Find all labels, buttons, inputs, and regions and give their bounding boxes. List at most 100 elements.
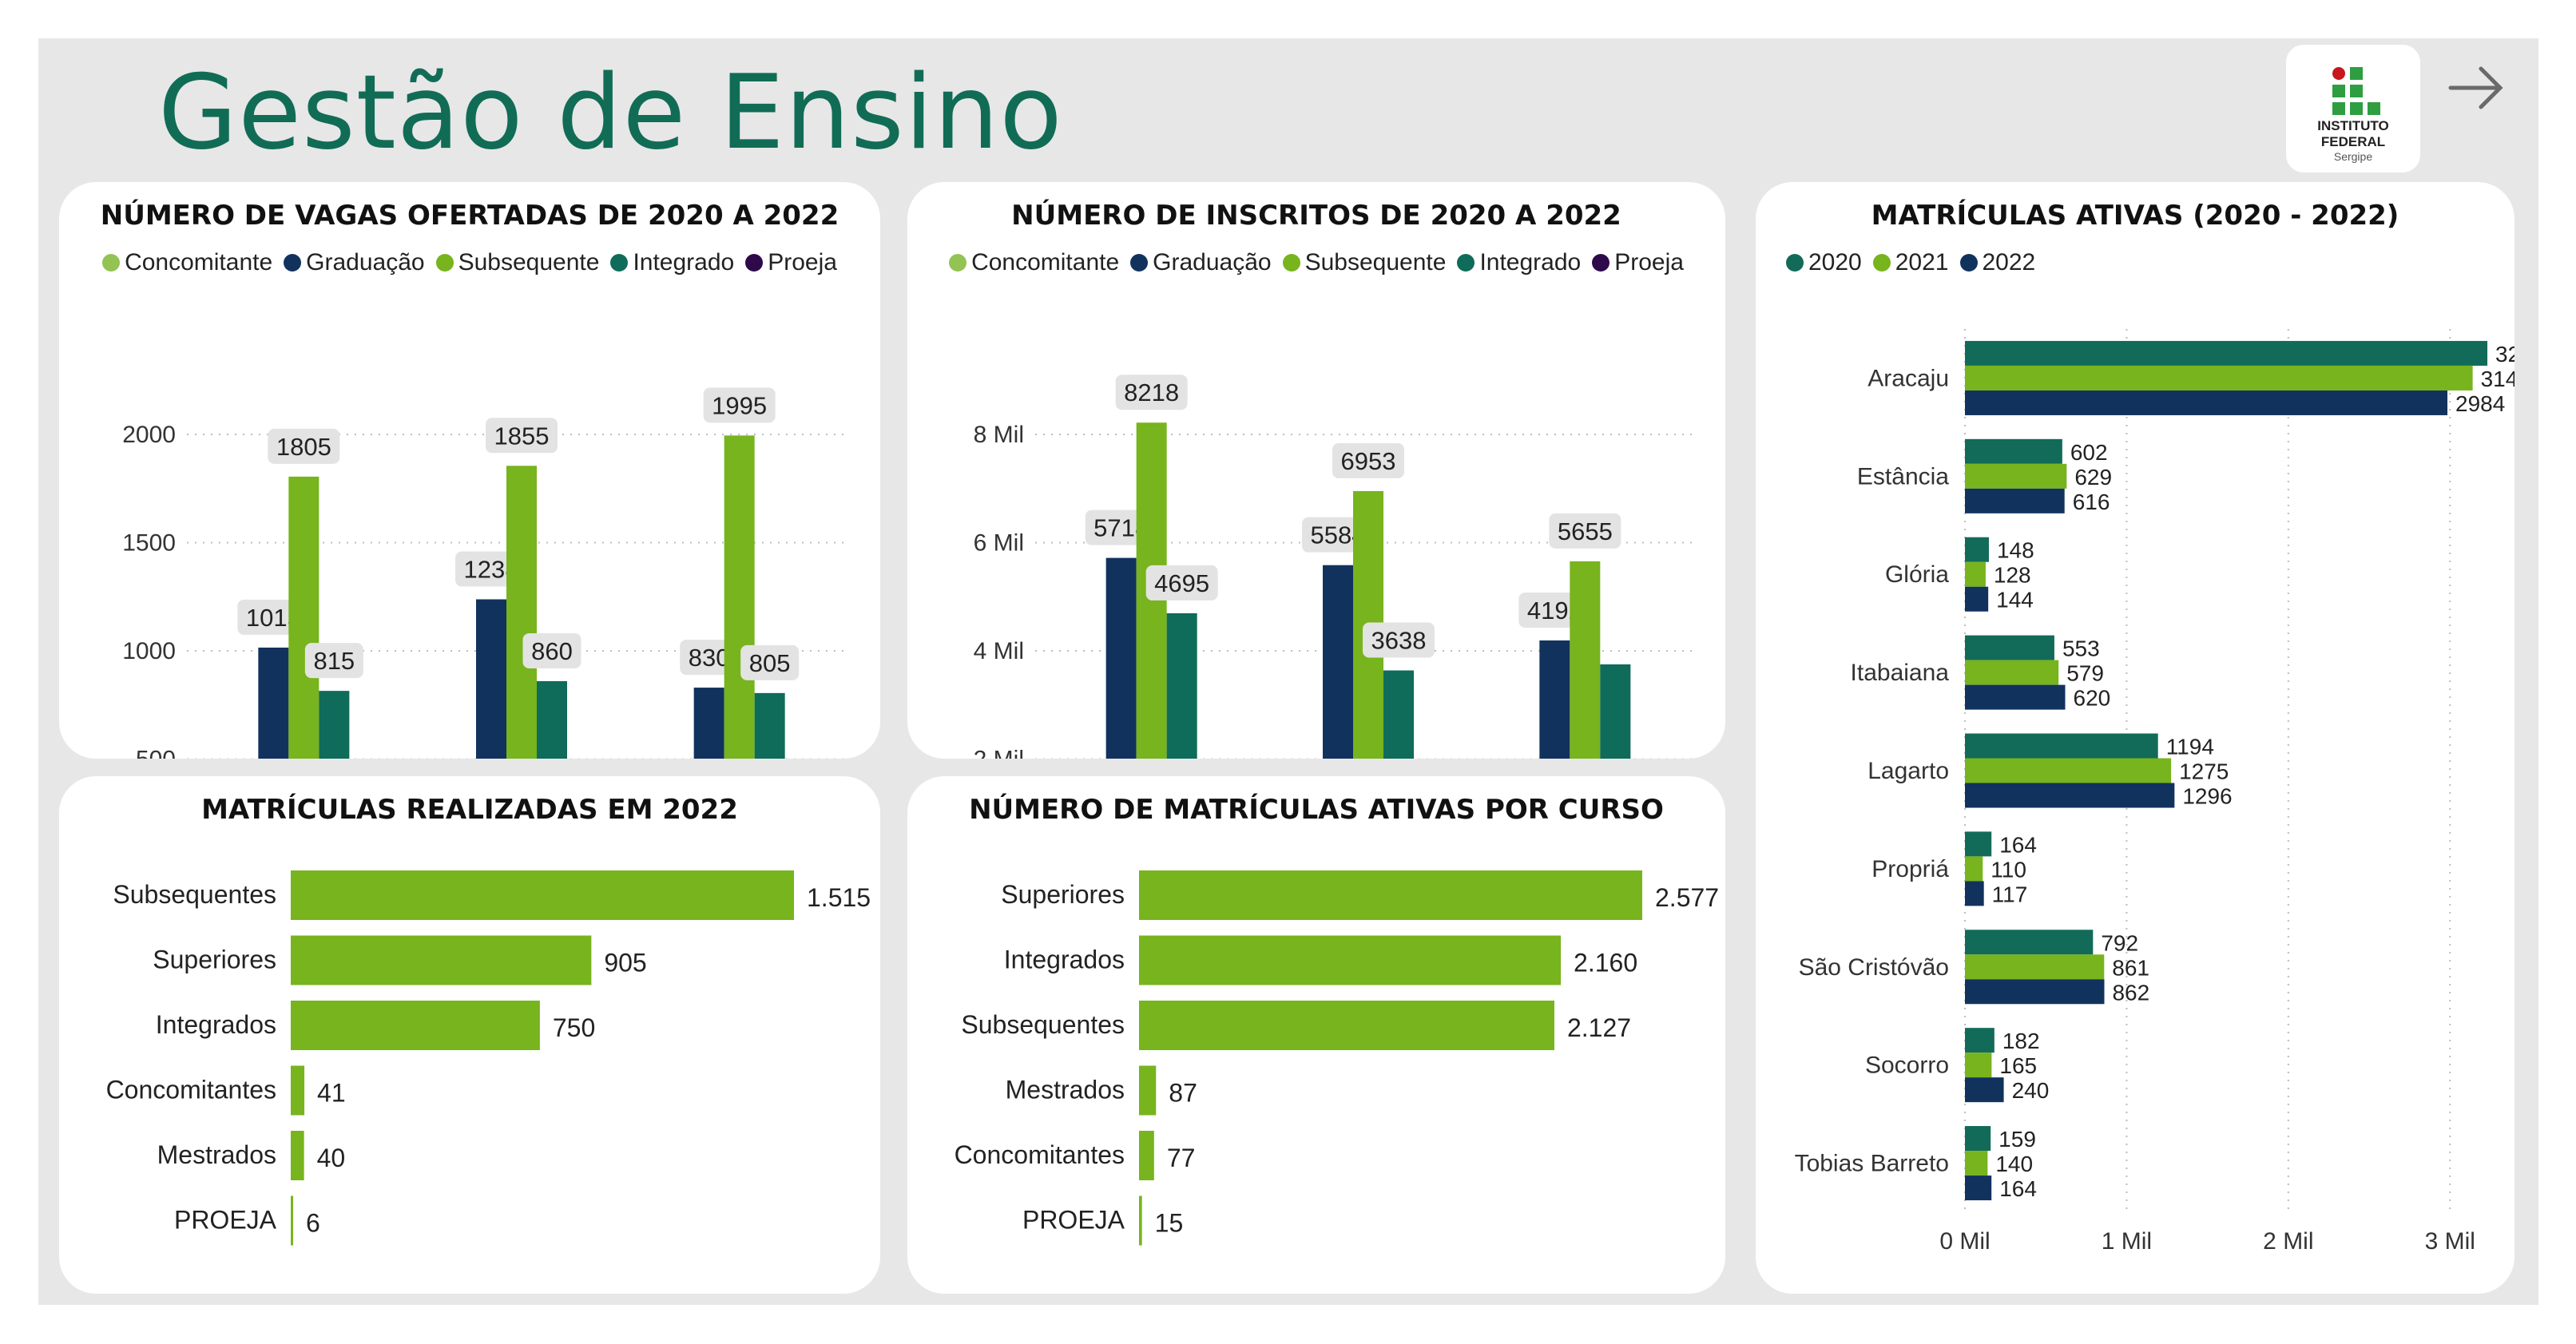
data-label: 1805: [276, 433, 331, 461]
data-label: 159: [1998, 1127, 2036, 1152]
bar: [1323, 565, 1353, 759]
y-tick-label: 4 Mil: [974, 638, 1024, 664]
data-label: 3638: [1371, 627, 1427, 655]
data-label: 2.577: [1655, 883, 1719, 912]
data-label: 616: [2073, 490, 2110, 514]
y-tick-label: 1500: [122, 530, 176, 557]
bar: [291, 1065, 305, 1116]
data-label: 182: [2002, 1029, 2040, 1053]
bar: [1139, 1001, 1554, 1050]
bar: [1965, 561, 1986, 587]
legend-item[interactable]: Subsequente: [435, 249, 599, 276]
legend-dot-icon: [1786, 254, 1804, 272]
data-label: 620: [2074, 686, 2111, 711]
bar: [1965, 635, 2054, 660]
card-ativas-campus: MATRÍCULAS ATIVAS (2020 - 2022) 2020 202…: [1756, 182, 2514, 1294]
data-label-bg: [486, 418, 558, 454]
bar: [258, 647, 289, 759]
y-tick-label: Lagarto: [1868, 758, 1949, 784]
legend-label: 2022: [1982, 249, 2036, 276]
legend-item[interactable]: Integrado: [1457, 249, 1581, 276]
data-label-bg: [1549, 513, 1621, 549]
legend-item[interactable]: Graduação: [284, 249, 425, 276]
legend-label: Proeja: [1614, 249, 1684, 276]
bar: [1965, 783, 2175, 808]
legend-label: 2020: [1808, 249, 1862, 276]
bar: [288, 476, 320, 759]
bar: [1965, 733, 2158, 759]
data-label: 164: [1999, 832, 2037, 857]
ativas-campus-bar-chart: 0 Mil 1 Mil 2 Mil 3 Mil Aracaju 323131402984 E…: [1795, 329, 2514, 1255]
y-tick-label: PROEJA: [174, 1206, 277, 1235]
bar: [1383, 670, 1414, 759]
x-tick-label: 2 Mil: [2263, 1228, 2313, 1255]
legend-label: Concomitante: [125, 249, 273, 276]
card-realizadas: MATRÍCULAS REALIZADAS EM 2022 Subsequent…: [59, 776, 880, 1294]
legend-item[interactable]: Proeja: [1592, 249, 1684, 276]
legend-dot-icon: [102, 254, 121, 272]
y-tick-label: Superiores: [153, 946, 276, 974]
legend-dot-icon: [1872, 254, 1891, 272]
x-tick-label: 1 Mil: [2102, 1228, 2152, 1255]
data-label: 87: [1169, 1079, 1197, 1108]
y-tick-label: 500: [136, 747, 176, 759]
bar: [693, 688, 724, 759]
y-tick-label: Itabaiana: [1851, 660, 1950, 686]
bar: [1965, 537, 1989, 562]
data-label-bg: [740, 644, 800, 680]
card-ativas-curso: NÚMERO DE MATRÍCULAS ATIVAS POR CURSO Su…: [907, 776, 1725, 1294]
bar: [1965, 1176, 1992, 1201]
card-vagas: NÚMERO DE VAGAS OFERTADAS DE 2020 A 2022…: [59, 182, 880, 759]
bar: [1965, 831, 1992, 857]
y-tick-label: Concomitantes: [106, 1076, 276, 1104]
data-label-bg: [1332, 442, 1404, 478]
legend-item[interactable]: Graduação: [1130, 249, 1272, 276]
bar: [506, 466, 537, 759]
data-label: 40: [317, 1144, 346, 1172]
bar: [1965, 1053, 1992, 1078]
bar: [476, 599, 506, 759]
legend-item[interactable]: 2021: [1872, 249, 1949, 276]
bar: [1139, 1131, 1154, 1180]
data-label: 1194: [2166, 735, 2214, 759]
realizadas-bar-chart: Subsequentes 1.515 Superiores 905 Integrados…: [106, 870, 871, 1246]
data-label: 164: [1999, 1176, 2037, 1201]
data-label: 830: [689, 644, 730, 672]
legend-item[interactable]: Subsequente: [1282, 249, 1446, 276]
bar: [1139, 935, 1562, 985]
legend-item[interactable]: Concomitante: [949, 249, 1119, 276]
data-label: 1275: [2179, 759, 2229, 784]
legend-label: Graduação: [306, 249, 425, 276]
institution-logo[interactable]: INSTITUTO FEDERAL Sergipe: [2286, 45, 2420, 172]
legend-item[interactable]: 2020: [1786, 249, 1862, 276]
legend-dot-icon: [745, 254, 764, 272]
legend-item[interactable]: Integrado: [610, 249, 734, 276]
y-tick-label: Concomitantes: [955, 1140, 1125, 1169]
logo-line-3: Sergipe: [2333, 150, 2373, 163]
legend-item[interactable]: 2022: [1959, 249, 2036, 276]
data-label: 1995: [712, 391, 767, 419]
bar: [1965, 1151, 1988, 1176]
data-label: 5655: [1558, 517, 1613, 545]
y-tick-label: 6 Mil: [974, 530, 1024, 557]
data-label-bg: [1145, 565, 1218, 601]
data-label: 2984: [2455, 391, 2505, 416]
bar: [1965, 881, 1984, 906]
legend-item[interactable]: Proeja: [745, 249, 837, 276]
y-tick-label: Glória: [1885, 561, 1949, 588]
y-tick-label: Aracaju: [1868, 365, 1949, 391]
ativas-curso-bar-chart: Superiores 2.577 Integrados 2.160 Subsequent…: [955, 870, 1719, 1246]
y-tick-label: São Cristóvão: [1799, 954, 1949, 981]
bar: [1965, 365, 2473, 391]
bar: [319, 691, 350, 759]
y-tick-label: 2 Mil: [974, 747, 1024, 759]
arrow-right-icon[interactable]: [2444, 56, 2508, 120]
legend-item[interactable]: Concomitante: [102, 249, 272, 276]
data-label: 8218: [1124, 379, 1179, 406]
y-tick-label: Propriá: [1871, 856, 1949, 882]
legend-dot-icon: [1959, 254, 1978, 272]
y-tick-label: Subsequentes: [113, 880, 276, 909]
y-tick-label: PROEJA: [1022, 1206, 1125, 1235]
realizadas-chart-title: MATRÍCULAS REALIZADAS EM 2022: [201, 794, 738, 826]
